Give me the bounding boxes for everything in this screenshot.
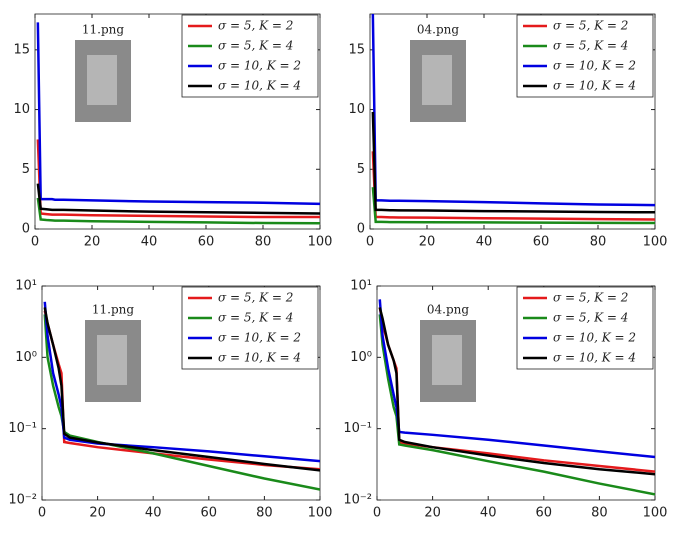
legend-label: σ = 10, K = 4	[218, 79, 301, 93]
legend-label: σ = 10, K = 2	[553, 331, 636, 345]
series-line	[36, 183, 320, 215]
subplot: 0 20 40 60 80 100 10⁻² 10⁻¹ 10⁰ 10¹ 04.png σ = 5, K…	[343, 279, 667, 521]
y-tick-label: 10¹	[350, 279, 372, 294]
x-tick-label: 20	[419, 235, 436, 250]
y-tick-label: 10⁻¹	[8, 421, 37, 436]
series-line	[371, 14, 655, 207]
x-tick-label: 20	[424, 506, 441, 521]
legend-label: σ = 10, K = 4	[553, 351, 636, 365]
y-tick-label: 10⁻²	[343, 493, 372, 508]
x-tick-label: 80	[590, 235, 607, 250]
inset-image-shade	[432, 335, 462, 385]
axes-box	[34, 13, 321, 230]
image-caption: 11.png	[82, 23, 124, 37]
x-tick-label: 0	[373, 506, 381, 521]
axes-box	[41, 285, 321, 501]
image-caption: 04.png	[417, 23, 459, 37]
legend-box	[516, 286, 654, 370]
series-line	[371, 111, 655, 214]
x-tick-label: 60	[536, 506, 553, 521]
legend-box	[181, 14, 319, 98]
image-caption: 11.png	[92, 303, 134, 317]
subplot: 0 20 40 60 80 100 0 5 10 15 11.png σ = 5, K = 2 σ = …	[13, 13, 333, 250]
series-line	[371, 187, 655, 225]
x-tick-label: 40	[145, 506, 162, 521]
x-tick-label: 100	[643, 235, 668, 250]
inset-image-shade	[87, 55, 117, 105]
x-tick-label: 100	[308, 506, 333, 521]
series-line	[378, 314, 655, 496]
x-tick-label: 80	[255, 235, 272, 250]
x-tick-label: 60	[201, 506, 218, 521]
y-tick-label: 10	[13, 102, 30, 117]
axes-box	[369, 13, 656, 230]
y-tick-label: 10⁰	[350, 350, 372, 365]
image-caption: 04.png	[427, 303, 469, 317]
x-tick-label: 80	[256, 506, 273, 521]
x-tick-label: 0	[38, 506, 46, 521]
legend-label: σ = 10, K = 4	[553, 79, 636, 93]
y-tick-label: 10⁻²	[8, 493, 37, 508]
legend-label: σ = 5, K = 2	[553, 19, 628, 33]
inset-image-shade	[422, 55, 452, 105]
x-tick-label: 80	[591, 506, 608, 521]
series-line	[36, 139, 320, 219]
legend-label: σ = 5, K = 2	[218, 291, 293, 305]
legend-label: σ = 5, K = 2	[218, 19, 293, 33]
x-tick-label: 20	[84, 235, 101, 250]
series-line	[371, 151, 655, 221]
x-tick-label: 0	[366, 235, 374, 250]
series-line	[43, 314, 320, 491]
x-tick-label: 40	[476, 235, 493, 250]
series-line	[43, 301, 320, 463]
x-tick-label: 0	[31, 235, 39, 250]
y-tick-label: 0	[357, 222, 365, 237]
inset-image-shade	[97, 335, 127, 385]
legend-label: σ = 10, K = 2	[218, 59, 301, 73]
legend-label: σ = 5, K = 2	[553, 291, 628, 305]
x-tick-label: 40	[141, 235, 158, 250]
axes-box	[376, 285, 656, 501]
y-tick-label: 10⁰	[15, 350, 37, 365]
series-line	[43, 307, 320, 472]
x-tick-label: 60	[198, 235, 215, 250]
subplot: 0 20 40 60 80 100 10⁻² 10⁻¹ 10⁰ 10¹ 11.png σ = 5, K…	[8, 279, 332, 521]
series-line	[378, 299, 655, 459]
legend-label: σ = 5, K = 4	[218, 39, 293, 53]
x-tick-label: 20	[89, 506, 106, 521]
x-tick-label: 100	[308, 235, 333, 250]
legend-label: σ = 5, K = 4	[553, 39, 628, 53]
x-tick-label: 60	[533, 235, 550, 250]
y-tick-label: 15	[13, 42, 30, 57]
legend-box	[516, 14, 654, 98]
series-line	[36, 22, 320, 206]
y-tick-label: 10	[348, 102, 365, 117]
x-tick-label: 40	[480, 506, 497, 521]
legend-label: σ = 10, K = 2	[553, 59, 636, 73]
y-tick-label: 15	[348, 42, 365, 57]
y-tick-label: 0	[22, 222, 30, 237]
subplot: 0 20 40 60 80 100 0 5 10 15 04.png σ = 5, K = 2 σ = …	[348, 13, 668, 250]
legend-box	[181, 286, 319, 370]
legend-label: σ = 10, K = 4	[218, 351, 301, 365]
legend-label: σ = 10, K = 2	[218, 331, 301, 345]
x-tick-label: 100	[643, 506, 668, 521]
legend-label: σ = 5, K = 4	[218, 311, 293, 325]
series-line	[36, 197, 320, 225]
legend-label: σ = 5, K = 4	[553, 311, 628, 325]
y-tick-label: 5	[357, 162, 365, 177]
series-line	[378, 307, 655, 476]
y-tick-label: 10¹	[15, 279, 37, 294]
y-tick-label: 10⁻¹	[343, 421, 372, 436]
y-tick-label: 5	[22, 162, 30, 177]
